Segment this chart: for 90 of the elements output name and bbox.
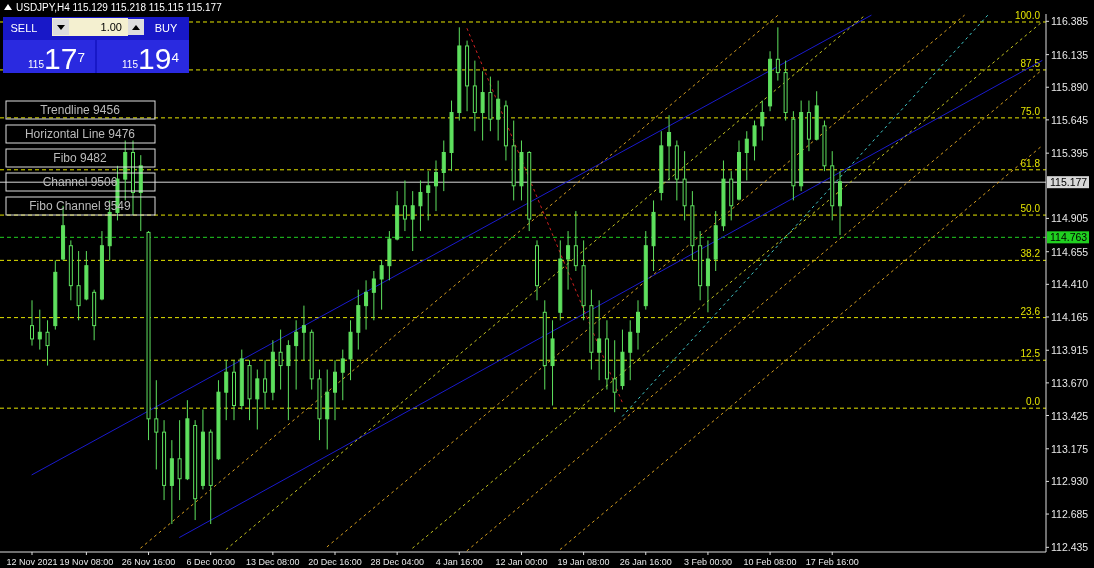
y-tick-label: 116.385	[1051, 15, 1089, 28]
x-tick-label: 3 Feb 00:00	[683, 557, 732, 567]
candlestick	[286, 339, 291, 421]
annotation: 38.2	[1020, 248, 1041, 260]
candlestick	[364, 279, 369, 331]
chart-title: USDJPY,H4 115.129 115.218 115.115 115.177	[16, 2, 223, 13]
annotation: SELL	[10, 22, 38, 34]
annotation: 0.0	[1026, 396, 1041, 408]
x-tick-label: 28 Dec 04:00	[370, 557, 424, 567]
x-tick-label: 4 Jan 16:00	[435, 557, 483, 567]
annotation: 115	[122, 59, 139, 70]
x-tick-label: 12 Nov 2021	[6, 557, 58, 567]
candlestick	[667, 114, 672, 181]
y-tick-label: 113.670	[1051, 376, 1089, 389]
annotation: 17$^{7}$	[44, 42, 85, 75]
candlestick	[255, 369, 260, 430]
candlestick	[760, 100, 765, 142]
y-tick-label: 114.905	[1051, 212, 1089, 225]
annotation: 115	[28, 59, 45, 70]
y-tick-label: 113.175	[1051, 442, 1089, 455]
annotation: 50.0	[1020, 203, 1041, 215]
candlestick	[496, 80, 501, 142]
annotation: 12.5	[1020, 348, 1041, 360]
x-tick-label: 19 Jan 08:00	[557, 557, 610, 567]
candlestick	[177, 419, 182, 501]
x-tick-label: 13 Dec 08:00	[246, 557, 300, 567]
x-tick-label: 26 Nov 16:00	[121, 557, 176, 567]
candlestick	[441, 140, 446, 192]
y-tick-label: 114.165	[1051, 310, 1089, 323]
candlestick	[418, 179, 423, 232]
candlestick	[426, 170, 431, 221]
candlestick	[628, 319, 633, 381]
annotation: 75.0	[1020, 105, 1041, 117]
annotation: Horizontal Line 9476	[24, 127, 136, 141]
x-tick-label: 17 Feb 16:00	[805, 557, 859, 567]
annotation: 61.8	[1020, 157, 1041, 169]
candlestick	[278, 329, 283, 391]
ref-line-label: 114.763	[1050, 231, 1088, 244]
x-tick-label: 19 Nov 08:00	[59, 557, 114, 567]
candlestick	[612, 339, 617, 413]
y-tick-label: 113.915	[1051, 344, 1089, 357]
y-tick-label: 115.890	[1051, 81, 1089, 94]
candlestick	[45, 319, 50, 367]
x-tick-label: 6 Dec 00:00	[186, 557, 235, 567]
candlestick	[294, 319, 299, 391]
candlestick	[76, 250, 81, 321]
ref-line-label: 115.177	[1050, 176, 1088, 189]
candlestick	[573, 210, 578, 272]
candlestick	[333, 359, 337, 421]
annotation: 87.5	[1020, 57, 1041, 69]
candlestick	[838, 170, 842, 236]
candlestick	[480, 70, 485, 142]
candlestick	[154, 379, 159, 470]
candlestick	[636, 299, 640, 351]
x-tick-label: 26 Jan 16:00	[619, 557, 672, 567]
annotation: 19$^{4}$	[138, 42, 180, 75]
annotation: 23.6	[1020, 305, 1041, 317]
y-tick-label: 114.655	[1051, 245, 1089, 258]
y-tick-label: 115.395	[1051, 147, 1089, 160]
candlestick	[263, 359, 268, 411]
candlestick	[775, 26, 780, 82]
y-tick-label: 116.135	[1051, 48, 1089, 61]
x-tick-label: 20 Dec 16:00	[308, 557, 362, 567]
y-tick-label: 112.930	[1051, 475, 1089, 488]
candlestick	[752, 120, 757, 161]
y-tick-label: 115.645	[1051, 113, 1089, 126]
y-tick-label: 112.435	[1051, 541, 1089, 554]
annotation: BUY	[154, 22, 178, 34]
candlestick	[434, 159, 438, 212]
annotation: Fibo 9482	[53, 151, 108, 165]
annotation: Trendline 9456	[40, 103, 121, 117]
x-tick-label: 12 Jan 00:00	[495, 557, 548, 567]
candlestick	[224, 359, 229, 421]
annotation: 1.00	[100, 21, 122, 33]
y-tick-label: 113.425	[1051, 409, 1089, 422]
candlestick	[597, 299, 602, 381]
candlestick	[30, 299, 34, 347]
annotation: 100.0	[1014, 9, 1041, 21]
candlestick	[402, 179, 407, 232]
candlestick	[37, 309, 42, 351]
candlestick	[410, 190, 415, 252]
candlestick	[340, 349, 345, 401]
y-tick-label: 114.410	[1051, 278, 1089, 291]
candlestick	[744, 130, 749, 181]
candlestick	[379, 259, 384, 311]
candlestick	[301, 305, 306, 361]
candlestick	[566, 230, 571, 291]
y-tick-label: 112.685	[1051, 508, 1089, 521]
x-tick-label: 10 Feb 08:00	[743, 557, 797, 567]
candlestick	[371, 270, 376, 321]
